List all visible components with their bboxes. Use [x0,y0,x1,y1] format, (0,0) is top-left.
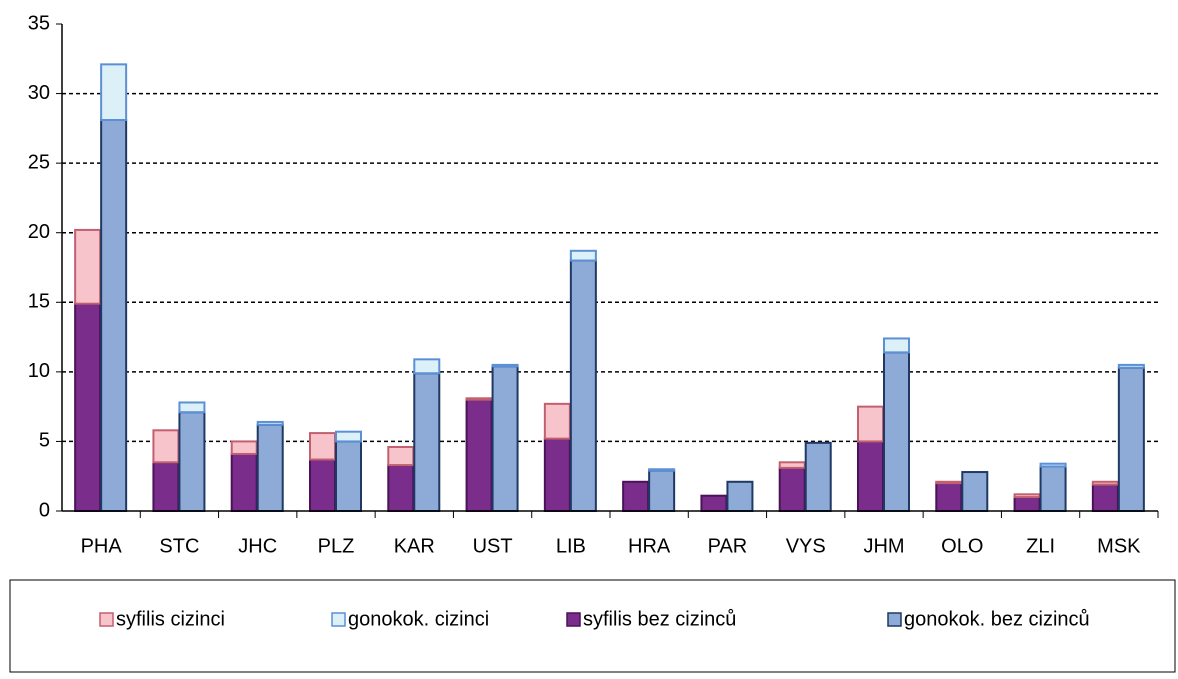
x-tick-label: HRA [628,535,671,557]
x-tick-label: VYS [786,535,826,557]
bar-segment [1013,493,1041,499]
bar-segment [74,228,102,305]
bar-segment [883,351,910,512]
bar-segment [622,480,650,512]
bar-segment [726,480,754,512]
bar-segment [230,440,258,455]
y-tick-label: 5 [39,430,50,452]
bar-segment [543,437,571,513]
bar-segment [804,441,832,513]
bar-segment [387,464,415,512]
bar-segment [178,401,206,414]
bar-segment [100,63,128,122]
x-tick-label: STC [159,535,199,557]
x-tick-label: JHM [863,535,904,557]
legend-swatch [331,612,346,627]
bar-segment [413,372,441,512]
legend-label: syfilis cizinci [116,608,225,630]
y-tick-label: 0 [39,499,50,521]
x-tick-label: LIB [556,535,586,557]
x-tick-label: JHC [238,535,277,557]
legend-swatch [566,612,581,627]
y-tick-label: 20 [28,221,50,243]
y-tick-label: 30 [28,82,50,104]
legend-swatch [99,612,114,627]
bar-segment [569,259,597,512]
x-tick-label: PHA [81,535,123,557]
bar-segment [648,469,676,512]
bar-segment [491,363,519,368]
x-tick-label: PAR [708,535,748,557]
legend-swatch [887,612,902,627]
bar-segment [543,402,571,440]
bar-segment [700,494,728,512]
y-tick-label: 25 [28,151,50,173]
bar-segment [256,423,284,512]
bar-segment [1117,363,1145,369]
y-tick-label: 35 [28,12,50,34]
bar-segment [569,249,597,262]
bar-segment [961,471,989,513]
bar-segment [778,461,806,469]
legend-label: gonokok. cizinci [348,608,489,630]
bar-segment [309,432,336,461]
bar-segment [413,358,441,375]
bar-segment [1117,366,1145,512]
bar-segment [857,440,884,512]
bar-segment [387,445,415,467]
x-tick-label: MSK [1097,535,1141,557]
bar-segment [152,429,180,464]
bar-segment [256,420,284,426]
x-tick-label: ZLI [1026,535,1055,557]
bar-segment [935,482,963,512]
bar-segment [1091,483,1119,513]
bar-segment [230,452,258,512]
x-tick-label: OLO [941,535,983,557]
bar-segment [152,461,180,512]
bar-segment [1091,480,1119,486]
x-tick-label: PLZ [318,535,355,557]
bar-segment [1013,496,1041,513]
bar-segment [309,458,336,513]
bar-segment [491,365,519,513]
bar-segment [648,468,676,472]
bar-segment [1039,465,1067,512]
x-tick-label: UST [473,535,513,557]
bar-segment [465,398,493,512]
bar-segment [935,480,963,485]
bar-segment [883,337,910,354]
bar-segment [1039,462,1067,468]
y-tick-label: 15 [28,291,50,313]
bar-segment [465,397,493,401]
bar-segment [778,466,806,513]
legend-box [9,579,1176,673]
bar-segment [178,411,206,512]
bar-segment [335,440,362,512]
bar-segment [100,119,128,512]
x-tick-label: KAR [394,535,435,557]
legend-label: gonokok. bez cizinců [904,608,1090,630]
legend-label: syfilis bez cizinců [583,608,736,630]
bar-segment [857,405,884,443]
y-tick-label: 10 [28,360,50,382]
bar-segment [335,430,362,443]
bar-segment [74,302,102,513]
